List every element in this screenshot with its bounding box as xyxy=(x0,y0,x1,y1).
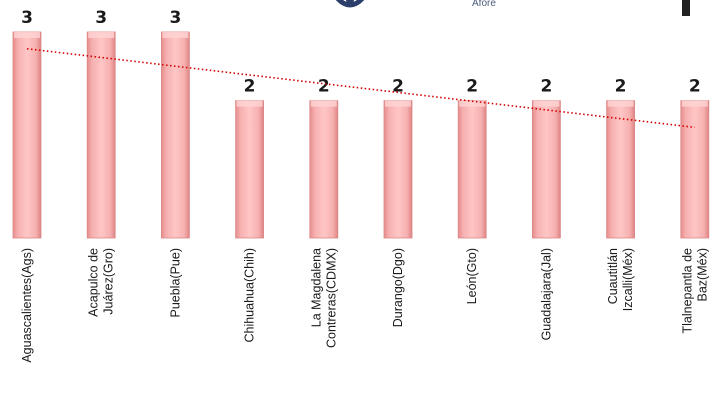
data-label-10: 2 xyxy=(689,77,701,97)
bar-cap-10 xyxy=(681,100,708,107)
category-label-3: Puebla(Pue) xyxy=(168,248,182,318)
bar-2 xyxy=(86,31,116,239)
data-label-4: 2 xyxy=(244,77,256,97)
category-label-line: Contreras(CDMX) xyxy=(324,248,338,348)
corner-mark-icon xyxy=(682,0,690,16)
bar-7 xyxy=(457,100,487,239)
bar-4 xyxy=(235,100,265,239)
data-label-5: 2 xyxy=(318,77,330,97)
category-label-4: Chihuahua(Chih) xyxy=(243,248,257,343)
afore-logo-icon xyxy=(330,0,370,18)
category-label-line: Guadalajara(Jal) xyxy=(539,248,553,340)
bar-8 xyxy=(532,100,561,239)
bar-cap-9 xyxy=(607,100,634,107)
category-label-line: Acapulco de xyxy=(87,248,101,317)
category-label-10: Tlalnepantla de Baz(Méx) xyxy=(680,248,709,334)
category-label-line: Aguascalientes(Ags) xyxy=(20,248,34,363)
bar-cap-6 xyxy=(385,100,411,107)
category-label-line: La Magdalena xyxy=(309,248,323,327)
bar-cap-4 xyxy=(236,100,263,107)
bar-9 xyxy=(606,100,635,239)
category-label-line: Durango(Dgo) xyxy=(391,248,405,327)
bar-10 xyxy=(680,100,710,239)
category-label-8: Guadalajara(Jal) xyxy=(539,248,553,340)
bar-cap-3 xyxy=(162,32,189,38)
category-label-2: Acapulco de Juárez(Gro) xyxy=(87,248,116,317)
data-label-8: 2 xyxy=(540,77,552,97)
bar-3 xyxy=(160,31,190,239)
data-label-9: 2 xyxy=(615,77,627,97)
category-label-7: León(Gto) xyxy=(465,248,479,304)
category-label-line: Chihuahua(Chih) xyxy=(243,248,257,343)
data-label-2: 3 xyxy=(95,8,107,28)
category-label-line: Baz(Méx) xyxy=(695,248,709,301)
logo-text: Afore xyxy=(472,0,496,9)
category-label-line: Izcalli(Méx) xyxy=(621,248,635,311)
bar-cap-7 xyxy=(459,100,486,107)
category-label-line: Tlalnepantla de xyxy=(680,248,694,334)
category-label-5: La Magdalena Contreras(CDMX) xyxy=(309,248,338,348)
trendline xyxy=(26,47,695,129)
data-label-6: 2 xyxy=(392,77,404,97)
bar-5 xyxy=(309,100,339,239)
category-label-9: Cuautitlán Izcalli(Méx) xyxy=(606,248,635,311)
bar-cap-1 xyxy=(14,32,40,38)
category-label-line: León(Gto) xyxy=(465,248,479,304)
data-label-1: 3 xyxy=(21,8,33,28)
bar-cap-5 xyxy=(310,100,337,107)
category-label-line: Puebla(Pue) xyxy=(168,248,182,318)
category-label-line: Juárez(Gro) xyxy=(102,248,116,315)
category-label-6: Durango(Dgo) xyxy=(391,248,405,327)
category-label-line: Cuautitlán xyxy=(606,248,620,304)
bar-6 xyxy=(383,100,413,239)
bar-cap-2 xyxy=(88,32,115,38)
bar-cap-8 xyxy=(533,100,560,107)
data-label-3: 3 xyxy=(169,8,181,28)
data-label-7: 2 xyxy=(466,77,478,97)
category-label-1: Aguascalientes(Ags) xyxy=(20,248,34,363)
bar-1 xyxy=(12,31,42,239)
